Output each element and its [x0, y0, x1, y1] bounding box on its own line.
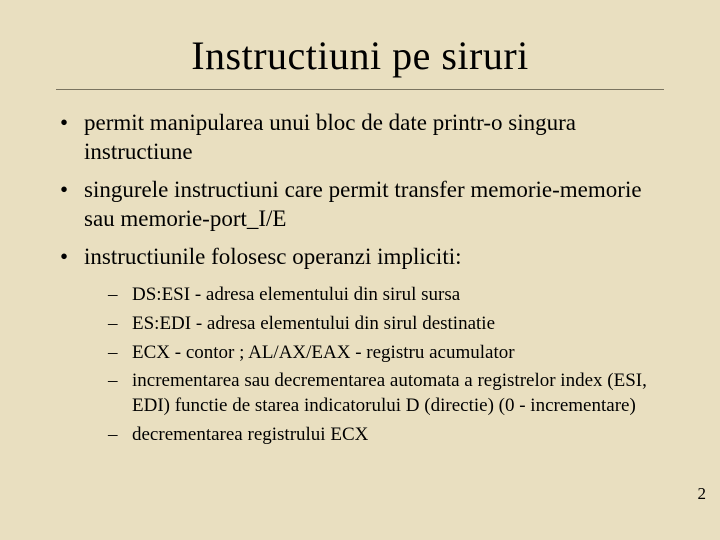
page-number: 2: [698, 484, 707, 504]
sub-bullet-item: DS:ESI - adresa elementului din sirul su…: [106, 283, 664, 312]
bullet-item: permit manipularea unui bloc de date pri…: [56, 108, 664, 175]
bullet-item: instructiunile folosesc operanzi implici…: [56, 242, 664, 460]
bullet-text: instructiunile folosesc operanzi implici…: [84, 244, 462, 269]
slide: Instructiuni pe siruri permit manipulare…: [0, 0, 720, 540]
slide-title: Instructiuni pe siruri: [56, 32, 664, 79]
title-rule: [56, 89, 664, 90]
bullet-item: singurele instructiuni care permit trans…: [56, 175, 664, 242]
main-bullet-list: permit manipularea unui bloc de date pri…: [56, 108, 664, 459]
sub-bullet-item: ES:EDI - adresa elementului din sirul de…: [106, 312, 664, 341]
sub-bullet-item: decrementarea registrului ECX: [106, 423, 664, 452]
sub-bullet-list: DS:ESI - adresa elementului din sirul su…: [84, 283, 664, 451]
sub-bullet-item: incrementarea sau decrementarea automata…: [106, 369, 664, 422]
sub-bullet-item: ECX - contor ; AL/AX/EAX - registru acum…: [106, 341, 664, 370]
